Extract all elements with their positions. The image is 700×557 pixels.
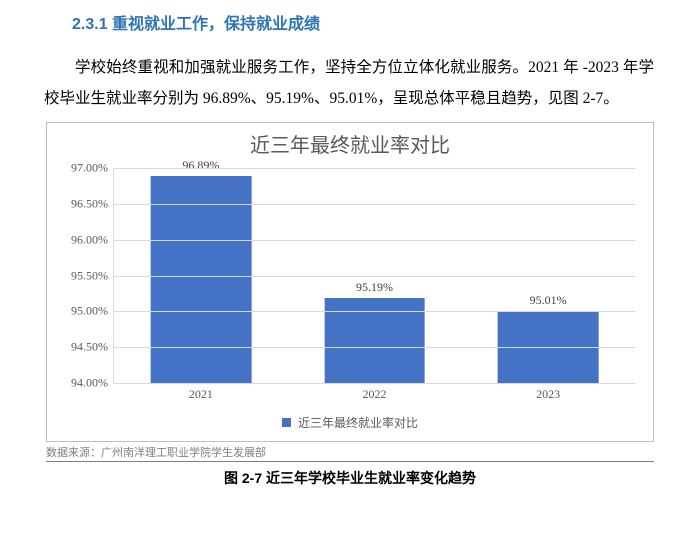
gridline xyxy=(114,240,635,241)
gridline xyxy=(114,311,635,312)
y-tick-label: 96.50% xyxy=(71,196,108,211)
legend-label: 近三年最终就业率对比 xyxy=(298,416,418,430)
figure-caption: 图 2-7 近三年学校毕业生就业率变化趋势 xyxy=(40,468,660,488)
chart-legend: 近三年最终就业率对比 xyxy=(47,410,653,441)
x-tick-label: 2022 xyxy=(363,387,387,402)
chart-title: 近三年最终就业率对比 xyxy=(47,123,653,160)
plot-area: 96.89%202195.19%202295.01%2023 94.00%94.… xyxy=(113,168,635,384)
legend-swatch xyxy=(282,418,291,427)
y-tick-label: 94.50% xyxy=(71,340,108,355)
y-tick-label: 95.00% xyxy=(71,304,108,319)
data-source-line: 数据来源：广州南洋理工职业学院学生发展部 xyxy=(46,444,654,462)
employment-rate-chart: 近三年最终就业率对比 96.89% 2021 95.19% 2022 95.01% 202… xyxy=(46,122,654,442)
section-heading: 2.3.1 重视就业工作，保持就业成绩 xyxy=(40,10,660,34)
bar-value-label: 95.19% xyxy=(324,280,425,295)
y-tick-label: 96.00% xyxy=(71,232,108,247)
gridline xyxy=(114,347,635,348)
bar: 96.89% xyxy=(150,176,251,383)
y-tick-label: 97.00% xyxy=(71,161,108,176)
x-tick-label: 2021 xyxy=(189,387,213,402)
bar-value-label: 95.01% xyxy=(498,293,599,308)
bar-value-label: 96.89% xyxy=(150,158,251,173)
y-tick-label: 94.00% xyxy=(71,376,108,391)
body-paragraph: 学校始终重视和加强就业服务工作，坚持全方位立体化就业服务。2021 年 -202… xyxy=(44,52,654,114)
gridline xyxy=(114,204,635,205)
y-tick-label: 95.50% xyxy=(71,268,108,283)
chart-plot-area: 96.89% 2021 95.19% 2022 95.01% 2023 94.00% 94.… xyxy=(47,160,653,410)
gridline xyxy=(114,168,635,169)
gridline xyxy=(114,276,635,277)
x-tick-label: 2023 xyxy=(536,387,560,402)
